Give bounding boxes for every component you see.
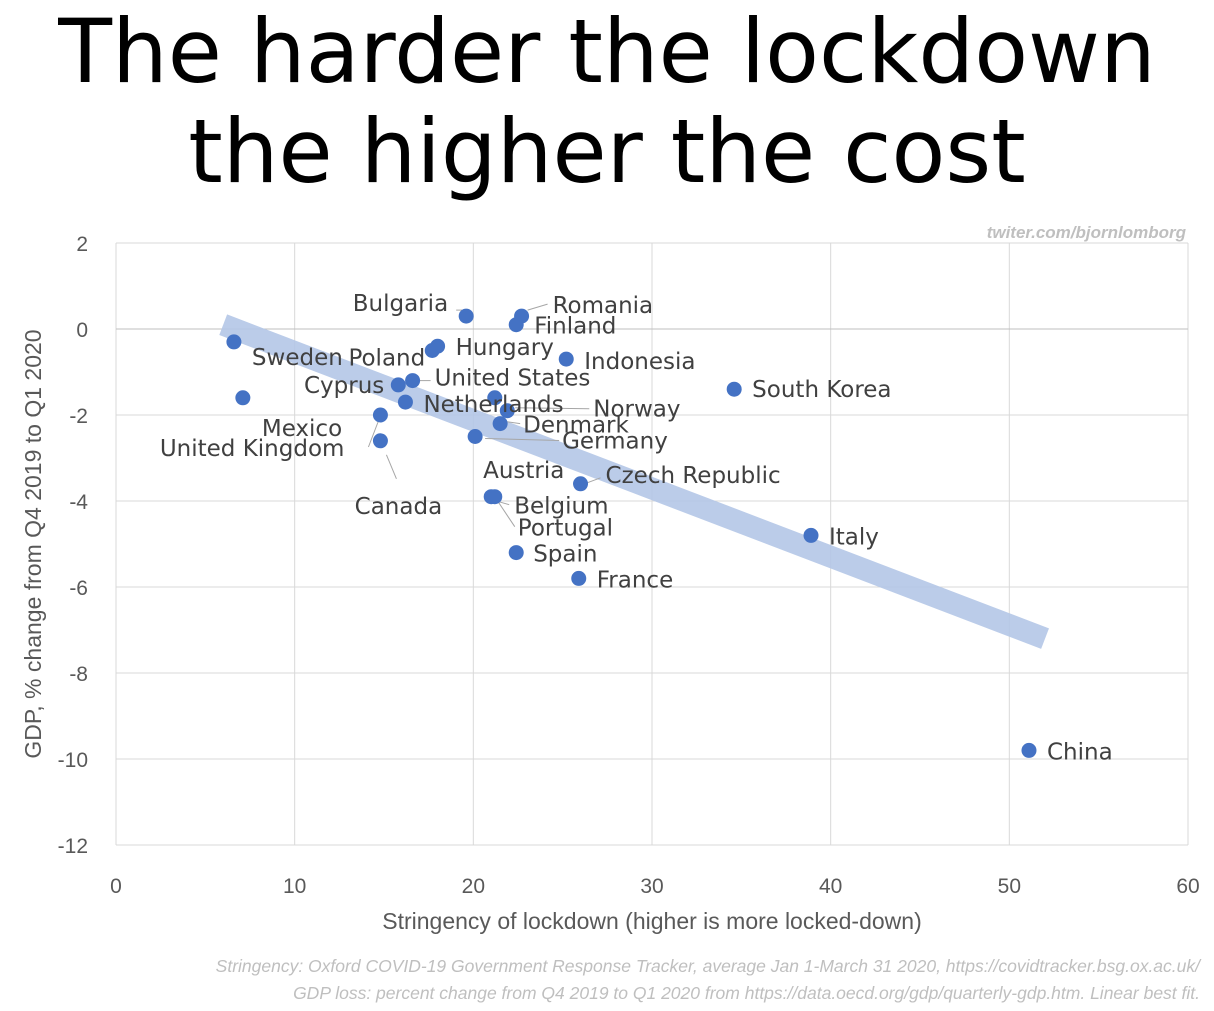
x-axis-label: Stringency of lockdown (higher is more l… — [382, 908, 921, 934]
label-cyprus: Cyprus — [304, 373, 384, 399]
point-bulgaria — [458, 308, 474, 324]
point-germany — [467, 429, 483, 444]
label-france: France — [597, 567, 673, 593]
chart-title-line-2: the higher the cost — [188, 100, 1026, 203]
label-united-kingdom: United Kingdom — [160, 436, 345, 462]
point-sweden — [226, 334, 242, 350]
label-denmark: Denmark — [523, 413, 629, 439]
x-tick-label: 50 — [998, 875, 1021, 898]
gridlines — [115, 242, 1189, 846]
leader-lines — [367, 303, 601, 527]
point-hungary — [430, 338, 446, 354]
point-denmark — [492, 416, 508, 432]
label-sweden: Sweden — [252, 345, 343, 371]
leader-romania — [527, 303, 548, 311]
label-bulgaria: Bulgaria — [353, 291, 448, 317]
point-austria — [487, 390, 503, 406]
label-germany: Germany — [562, 429, 668, 455]
leader-denmark — [506, 421, 521, 425]
label-spain: Spain — [533, 542, 597, 568]
label-norway: Norway — [593, 397, 680, 423]
x-tick-label: 0 — [110, 875, 122, 898]
y-tick-label: -12 — [58, 835, 88, 858]
point-united-kingdom — [372, 407, 388, 423]
data-points — [226, 308, 1037, 758]
point-spain — [508, 545, 524, 561]
y-tick-label: -4 — [69, 491, 88, 514]
point-indonesia — [558, 351, 574, 367]
leader-germany — [485, 438, 560, 441]
trendline-group — [219, 314, 1049, 649]
x-tick-label: 60 — [1176, 875, 1199, 898]
chart-title: The harder the lockdown the higher the c… — [0, 2, 1214, 202]
point-south-korea — [726, 381, 742, 397]
y-tick-label: 2 — [76, 233, 88, 256]
label-united-states: United States — [435, 366, 591, 392]
point-netherlands — [397, 394, 413, 410]
point-mexico — [235, 390, 251, 406]
label-indonesia: Indonesia — [584, 349, 695, 375]
label-netherlands: Netherlands — [423, 392, 563, 418]
label-china: China — [1047, 739, 1113, 765]
y-tick-label: 0 — [76, 319, 88, 342]
point-france — [571, 570, 587, 586]
x-tick-label: 10 — [283, 875, 306, 898]
point-finland — [508, 317, 524, 333]
label-south-korea: South Korea — [752, 377, 891, 403]
x-tick-label: 40 — [819, 875, 842, 898]
label-portugal: Portugal — [518, 516, 613, 542]
point-cyprus — [390, 377, 406, 393]
chart-title-line-1: The harder the lockdown — [58, 0, 1156, 103]
y-tick-label: -8 — [69, 663, 88, 686]
label-italy: Italy — [829, 524, 879, 550]
label-canada: Canada — [355, 494, 443, 520]
label-czech-republic: Czech Republic — [606, 463, 781, 489]
label-belgium: Belgium — [514, 494, 608, 520]
point-china — [1021, 742, 1037, 758]
point-united-states — [405, 373, 421, 389]
leader-united-kingdom — [367, 420, 379, 448]
leader-canada — [385, 454, 397, 479]
leader-norway — [515, 407, 590, 410]
label-finland: Finland — [534, 314, 616, 340]
label-poland: Poland — [348, 346, 425, 372]
y-axis-label: GDP, % change from Q4 2019 to Q1 2020 — [20, 329, 46, 758]
point-czech-republic — [573, 476, 589, 492]
point-norway — [499, 403, 515, 419]
footnote-stringency: Stringency: Oxford COVID-19 Government R… — [215, 956, 1200, 976]
label-mexico: Mexico — [262, 416, 342, 442]
source-credit: twiter.com/bjornlomborg — [987, 223, 1187, 242]
leader-portugal — [498, 502, 516, 527]
trendline — [219, 314, 1049, 649]
point-portugal — [487, 489, 503, 505]
x-tick-label: 30 — [640, 875, 663, 898]
label-hungary: Hungary — [456, 335, 554, 361]
y-tick-label: -10 — [58, 749, 88, 772]
point-canada — [372, 433, 388, 449]
x-tick-label: 20 — [462, 875, 485, 898]
y-tick-label: -6 — [69, 577, 88, 600]
y-tick-label: -2 — [69, 405, 88, 428]
footnote-gdp: GDP loss: percent change from Q4 2019 to… — [293, 983, 1200, 1003]
label-romania: Romania — [553, 293, 654, 319]
point-italy — [803, 527, 819, 543]
label-austria: Austria — [483, 458, 564, 484]
